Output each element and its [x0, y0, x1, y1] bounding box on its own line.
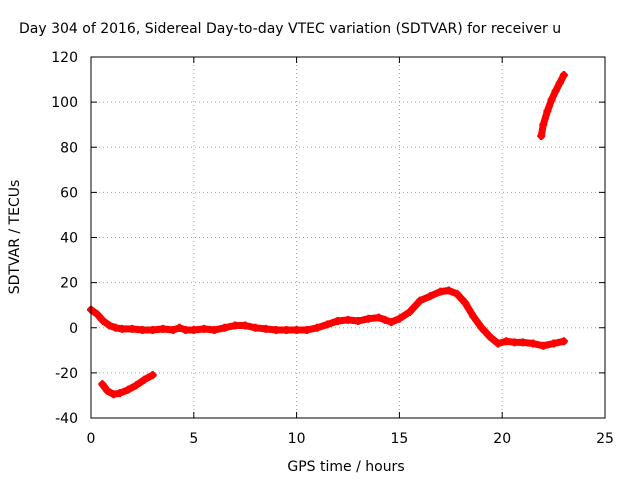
data-point [98, 380, 107, 389]
data-point [555, 78, 564, 87]
data-point [148, 326, 157, 335]
data-point [518, 338, 527, 347]
y-tick-label: -40 [55, 411, 78, 427]
data-point [537, 131, 546, 140]
data-point [415, 296, 424, 305]
data-point [175, 323, 184, 332]
data-point [220, 323, 229, 332]
data-point [333, 316, 342, 325]
data-points [87, 71, 568, 399]
data-point [426, 292, 435, 301]
data-point [485, 332, 494, 341]
data-point [494, 339, 503, 348]
data-point [261, 324, 270, 333]
y-tick-label: 20 [60, 276, 78, 292]
data-point [452, 289, 461, 298]
data-series [87, 286, 568, 350]
data-point [374, 313, 383, 322]
x-tick-label: 5 [189, 431, 198, 447]
grid [91, 57, 605, 418]
x-axis-label: GPS time / hours [287, 459, 404, 475]
y-tick-label: 80 [60, 140, 78, 156]
data-point [539, 120, 548, 129]
data-point [313, 323, 322, 332]
data-point [272, 326, 281, 335]
data-point [344, 315, 352, 324]
data-point [547, 95, 556, 104]
y-tick-label: 100 [51, 95, 78, 111]
data-point [148, 371, 157, 380]
data-point [103, 386, 112, 395]
data-point [549, 339, 558, 348]
x-tick-label: 15 [390, 431, 408, 447]
data-point [189, 326, 198, 335]
data-point [210, 326, 219, 335]
data-point [117, 324, 126, 333]
y-tick-label: -20 [55, 366, 78, 382]
data-point [124, 385, 133, 394]
data-point [251, 323, 260, 332]
x-tick-label: 20 [493, 431, 511, 447]
data-series [98, 371, 157, 399]
data-point [387, 318, 396, 327]
data-point [539, 341, 548, 350]
x-tick-label: 10 [288, 431, 306, 447]
data-point [510, 338, 519, 347]
data-point [381, 315, 390, 324]
x-tick-label: 0 [87, 431, 96, 447]
data-point [241, 321, 250, 330]
data-point [529, 339, 538, 348]
data-point [543, 107, 552, 116]
data-point [99, 316, 108, 325]
data-point [128, 324, 137, 333]
data-point [551, 86, 560, 95]
data-point [323, 320, 332, 329]
data-point [132, 381, 141, 390]
data-point [502, 337, 511, 346]
y-tick-label: 60 [60, 185, 78, 201]
data-point [115, 389, 124, 398]
data-point [138, 326, 147, 335]
y-tick-label: 40 [60, 231, 78, 247]
data-point [181, 326, 190, 335]
data-point [405, 307, 414, 316]
data-point [169, 326, 178, 335]
data-point [444, 286, 453, 295]
data-point [461, 298, 470, 307]
data-point [140, 375, 149, 384]
data-point [230, 321, 239, 330]
x-tick-label: 25 [596, 431, 614, 447]
data-point [364, 314, 373, 323]
data-point [469, 312, 478, 321]
data-point [477, 323, 486, 332]
data-point [200, 324, 209, 333]
data-point [302, 326, 311, 335]
data-point [395, 314, 404, 323]
y-tick-label: 120 [51, 50, 78, 66]
data-series [537, 71, 568, 140]
data-point [158, 324, 167, 333]
data-point [105, 321, 114, 330]
data-point [93, 310, 102, 319]
data-point [559, 337, 568, 346]
axis-ticks: 0 5 10 15 20 25 -40 -20 0 20 40 60 80 100 120 [51, 50, 614, 447]
data-point [436, 287, 445, 296]
data-point [559, 71, 568, 80]
chart-title: Day 304 of 2016, Sidereal Day-to-day VTE… [19, 21, 561, 37]
data-point [282, 326, 291, 335]
data-point [292, 326, 301, 335]
y-tick-label: 0 [69, 321, 78, 337]
y-axis-label: SDTVAR / TECUs [7, 180, 23, 295]
data-point [354, 316, 363, 325]
